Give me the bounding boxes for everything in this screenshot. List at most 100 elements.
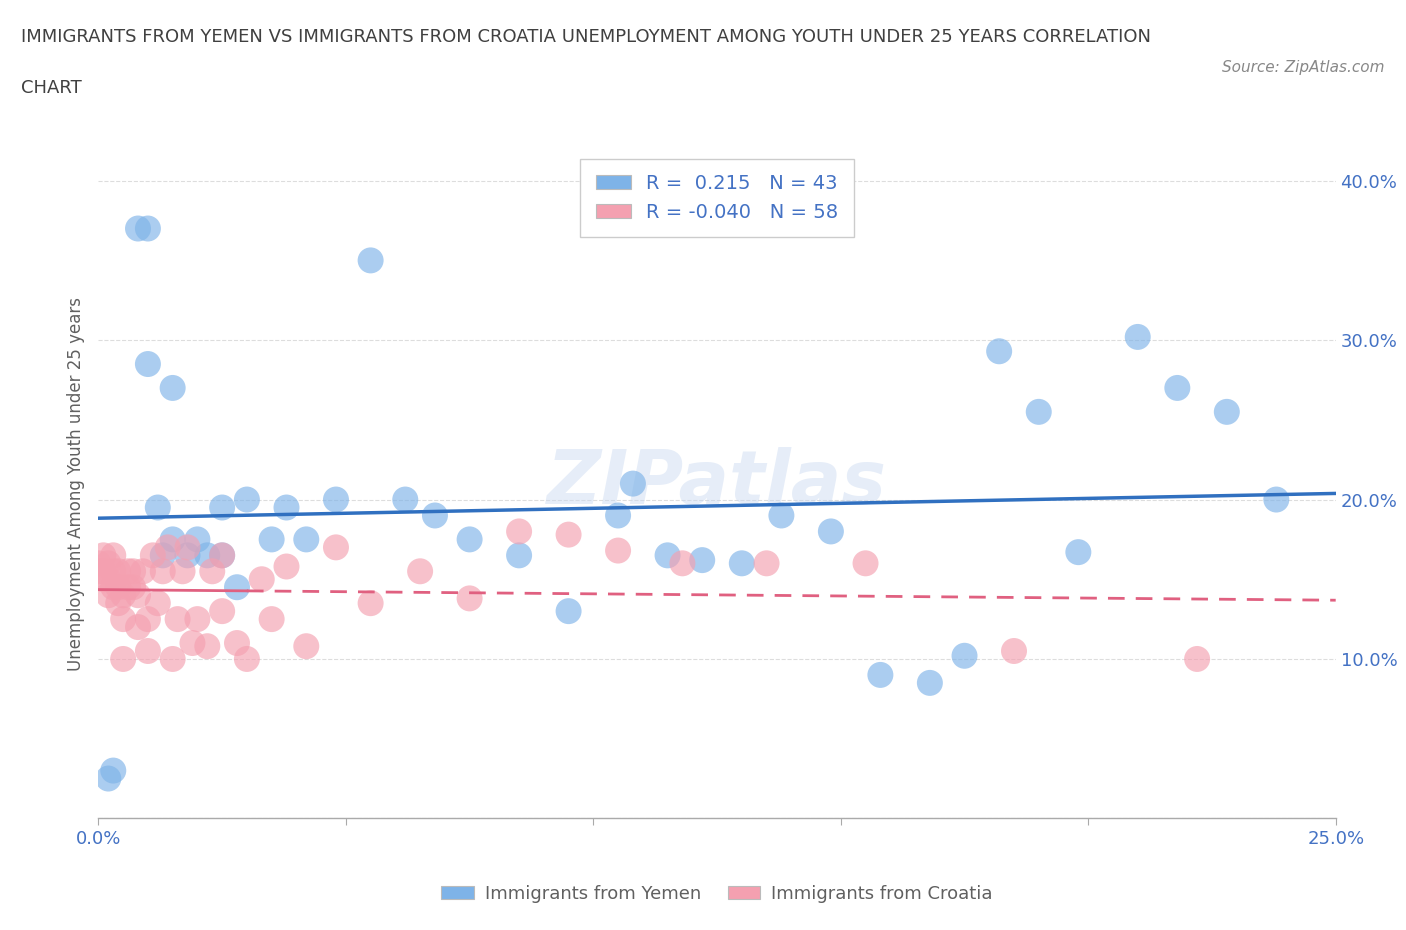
Point [607,543,630,558]
Point [458,591,481,605]
Point [918,675,941,690]
Point [93,572,115,587]
Point [97,771,120,786]
Point [236,492,259,507]
Point [988,344,1011,359]
Point [236,652,259,667]
Point [122,579,145,594]
Point [107,564,129,578]
Point [1216,405,1239,419]
Point [176,548,198,563]
Point [136,356,159,371]
Text: Source: ZipAtlas.com: Source: ZipAtlas.com [1222,60,1385,75]
Point [127,619,149,634]
Point [295,639,318,654]
Point [226,635,249,650]
Point [211,500,233,515]
Point [295,532,318,547]
Point [671,556,693,571]
Point [166,612,188,627]
Y-axis label: Unemployment Among Youth under 25 years: Unemployment Among Youth under 25 years [66,297,84,671]
Point [195,548,218,563]
Point [755,556,778,571]
Point [1265,492,1288,507]
Point [201,564,224,578]
Point [112,612,135,627]
Point [276,559,298,574]
Point [690,552,713,567]
Point [276,500,298,515]
Point [458,532,481,547]
Point [107,596,129,611]
Point [325,492,347,507]
Point [162,532,184,547]
Point [211,548,233,563]
Point [1126,329,1149,344]
Point [117,579,139,594]
Point [103,579,125,594]
Point [103,548,125,563]
Point [360,253,382,268]
Point [127,588,149,603]
Point [162,380,184,395]
Point [142,548,165,563]
Point [621,476,644,491]
Point [103,764,125,778]
Point [423,508,446,523]
Point [557,527,579,542]
Point [122,564,145,578]
Text: IMMIGRANTS FROM YEMEN VS IMMIGRANTS FROM CROATIA UNEMPLOYMENT AMONG YOUTH UNDER : IMMIGRANTS FROM YEMEN VS IMMIGRANTS FROM… [21,28,1152,46]
Point [97,588,120,603]
Point [97,556,120,571]
Point [107,579,129,594]
Point [869,668,891,683]
Point [953,648,976,663]
Point [394,492,416,507]
Point [657,548,679,563]
Point [1185,652,1208,667]
Point [117,564,139,578]
Point [172,564,194,578]
Point [97,572,120,587]
Point [112,652,135,667]
Point [770,508,793,523]
Point [181,635,204,650]
Point [409,564,432,578]
Point [93,564,115,578]
Point [186,532,208,547]
Point [156,540,179,555]
Point [1028,405,1050,419]
Point [176,540,198,555]
Legend: Immigrants from Yemen, Immigrants from Croatia: Immigrants from Yemen, Immigrants from C… [434,877,1000,910]
Point [162,652,184,667]
Point [557,604,579,618]
Point [820,524,842,538]
Point [211,548,233,563]
Point [152,564,174,578]
Point [127,221,149,236]
Point [731,556,754,571]
Point [146,500,169,515]
Point [186,612,208,627]
Point [103,564,125,578]
Point [152,548,174,563]
Point [136,221,159,236]
Point [112,588,135,603]
Point [508,548,530,563]
Point [855,556,877,571]
Point [260,612,283,627]
Point [146,596,169,611]
Point [93,548,115,563]
Point [1166,380,1188,395]
Point [136,612,159,627]
Point [195,639,218,654]
Point [1067,545,1090,560]
Point [325,540,347,555]
Point [508,524,530,538]
Text: ZIPatlas: ZIPatlas [547,447,887,520]
Point [260,532,283,547]
Text: CHART: CHART [21,79,82,97]
Point [136,644,159,658]
Point [360,596,382,611]
Point [87,556,110,571]
